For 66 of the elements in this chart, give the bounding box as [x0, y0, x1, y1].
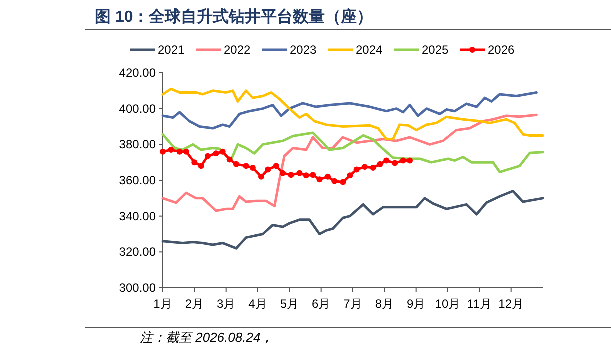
point — [250, 164, 256, 171]
point — [310, 172, 316, 178]
point — [204, 153, 211, 160]
y-tick-label: 320.00 — [119, 245, 156, 260]
point — [354, 166, 360, 173]
x-tick-label: 10月 — [435, 297, 461, 311]
y-tick-label: 300.00 — [119, 281, 156, 295]
line-series — [162, 190, 544, 250]
legend-label: 2021 — [158, 43, 186, 57]
line-series — [162, 91, 538, 130]
point — [384, 158, 390, 164]
y-tick-label: 340.00 — [119, 209, 156, 224]
point — [296, 170, 303, 176]
point — [213, 150, 220, 157]
x-tick-label: 9月 — [406, 297, 426, 311]
point — [233, 161, 240, 168]
y-tick-label: 420.00 — [119, 66, 156, 80]
point — [316, 176, 323, 183]
point — [183, 148, 190, 155]
point — [220, 148, 226, 155]
y-tick-label: 400.00 — [119, 102, 156, 116]
point — [176, 148, 183, 155]
legend-label: 2025 — [422, 43, 450, 57]
line-series — [162, 132, 544, 174]
x-tick-label: 12月 — [498, 297, 524, 311]
x-tick-label: 2月 — [185, 297, 204, 311]
point — [280, 170, 286, 176]
point — [362, 164, 368, 170]
x-tick-label: 5月 — [280, 297, 300, 311]
line-series — [162, 88, 544, 141]
point — [160, 148, 166, 155]
point — [407, 158, 413, 164]
point — [340, 179, 346, 186]
point — [258, 174, 264, 180]
legend-label: 2022 — [224, 43, 252, 57]
x-tick-label: 7月 — [344, 297, 362, 311]
y-tick-label: 360.00 — [119, 174, 156, 188]
point — [370, 164, 376, 171]
x-tick-label: 6月 — [312, 297, 331, 311]
point — [168, 147, 174, 154]
point — [273, 163, 280, 170]
x-tick-label: 8月 — [375, 297, 394, 311]
point — [347, 172, 354, 179]
x-tick-label: 3月 — [216, 297, 236, 311]
title: 图 10：全球自升式钻井平台数量（座） — [95, 9, 374, 26]
text: 注：截至 2026.08.24， — [140, 330, 274, 345]
point — [226, 156, 233, 163]
x-tick-label: 1月 — [154, 297, 172, 311]
x-tick-label: 11月 — [467, 297, 492, 311]
y-tick-label: 380.00 — [119, 138, 156, 152]
point — [243, 163, 250, 170]
point — [198, 163, 204, 170]
legend-label: 2023 — [290, 43, 318, 57]
point — [392, 160, 398, 166]
point — [332, 178, 338, 184]
legend-label: 2026 — [488, 43, 516, 57]
line-series — [162, 114, 538, 212]
point — [265, 166, 272, 173]
point — [303, 172, 310, 179]
point — [400, 158, 406, 164]
point — [288, 172, 294, 178]
point — [192, 160, 198, 166]
x-tick-label: 4月 — [248, 297, 268, 311]
legend-label: 2024 — [356, 43, 384, 57]
point — [324, 174, 331, 180]
point — [377, 161, 384, 168]
